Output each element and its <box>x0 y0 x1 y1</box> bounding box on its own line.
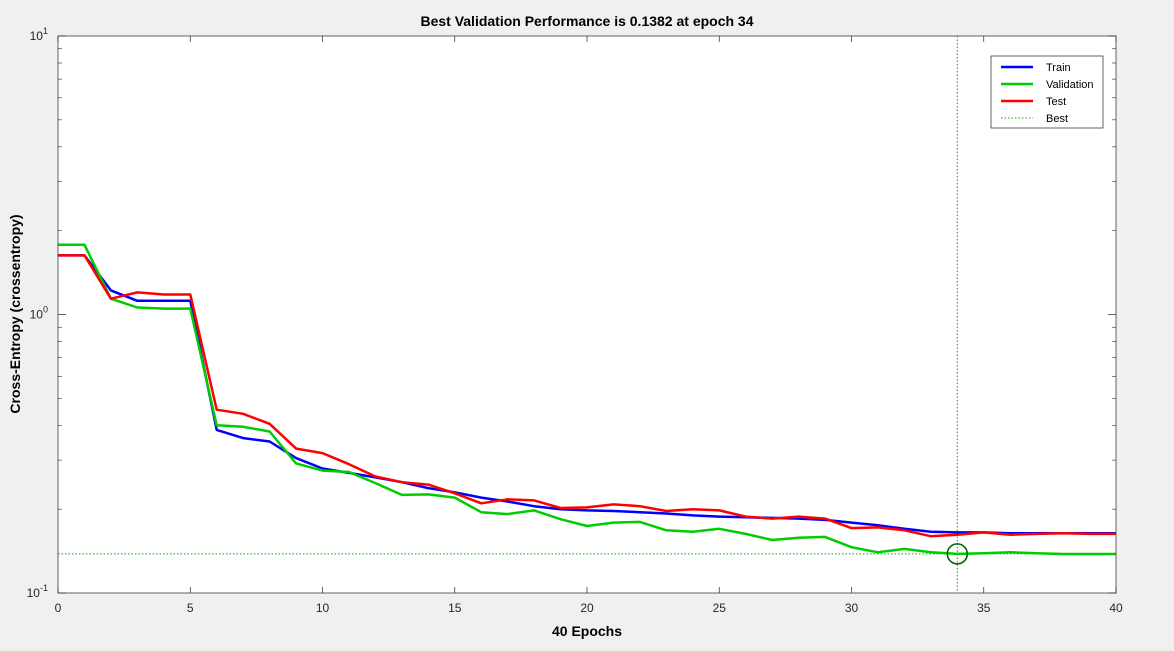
plot-area <box>58 36 1116 593</box>
best-point-marker <box>946 543 969 565</box>
series-line-test <box>58 254 1116 538</box>
y-axis-label: Cross-Entropy (crossentropy) <box>7 214 23 413</box>
legend-label-train: Train <box>1046 62 1071 74</box>
x-tick-label: 15 <box>448 601 462 615</box>
x-tick-label: 25 <box>713 601 727 615</box>
y-tick-label: 100 <box>30 305 48 322</box>
y-tick-label: 101 <box>30 26 48 43</box>
series-line-train <box>58 254 1116 535</box>
x-tick-label: 0 <box>55 601 62 615</box>
legend-label-validation: Validation <box>1046 79 1094 91</box>
x-tick-label: 35 <box>977 601 991 615</box>
legend-label-best: Best <box>1046 113 1068 125</box>
x-tick-label: 30 <box>845 601 859 615</box>
x-tick-label: 20 <box>580 601 594 615</box>
y-tick-label: 10-1 <box>27 583 48 600</box>
chart-title: Best Validation Performance is 0.1382 at… <box>420 13 753 29</box>
x-tick-label: 10 <box>316 601 330 615</box>
plot-frame <box>57 35 1117 594</box>
x-tick-label: 40 <box>1109 601 1123 615</box>
legend-label-test: Test <box>1046 96 1066 108</box>
x-tick-label: 5 <box>187 601 194 615</box>
legend: Train Validation Test Best <box>990 55 1104 129</box>
series-line-validation <box>58 243 1116 556</box>
x-axis-label: 40 Epochs <box>552 623 622 639</box>
